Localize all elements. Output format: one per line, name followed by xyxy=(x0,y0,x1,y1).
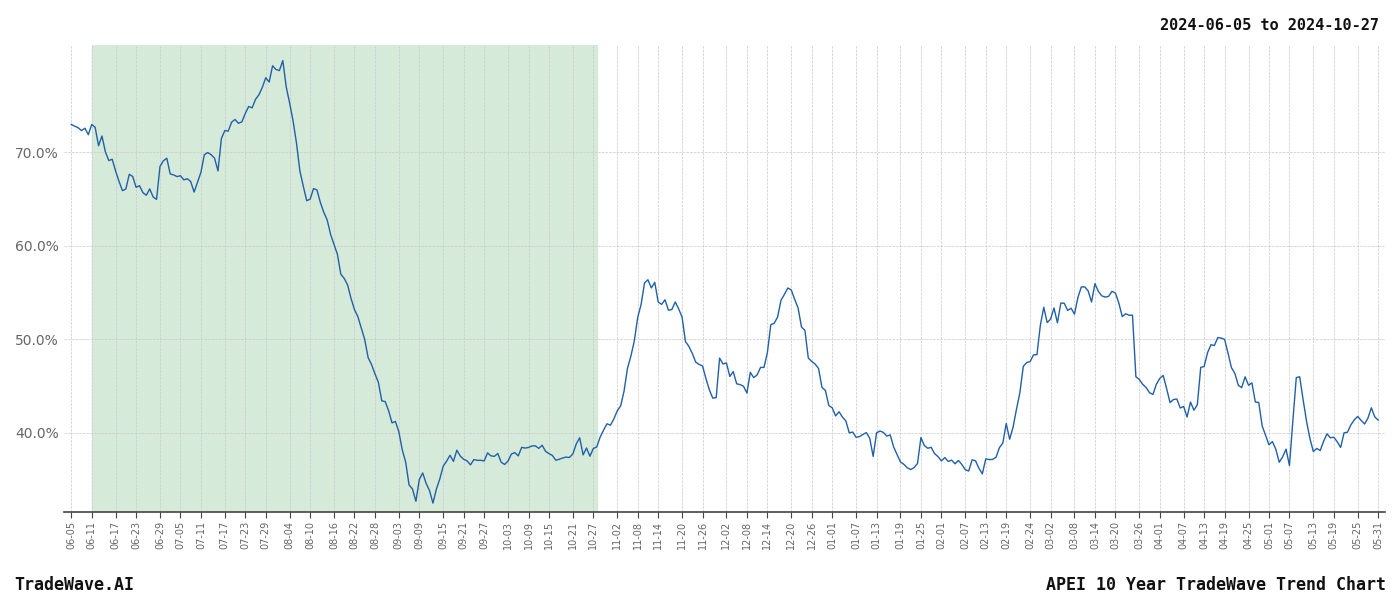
Text: APEI 10 Year TradeWave Trend Chart: APEI 10 Year TradeWave Trend Chart xyxy=(1046,576,1386,594)
Bar xyxy=(92,45,596,512)
Text: 2024-06-05 to 2024-10-27: 2024-06-05 to 2024-10-27 xyxy=(1161,18,1379,33)
Text: TradeWave.AI: TradeWave.AI xyxy=(14,576,134,594)
